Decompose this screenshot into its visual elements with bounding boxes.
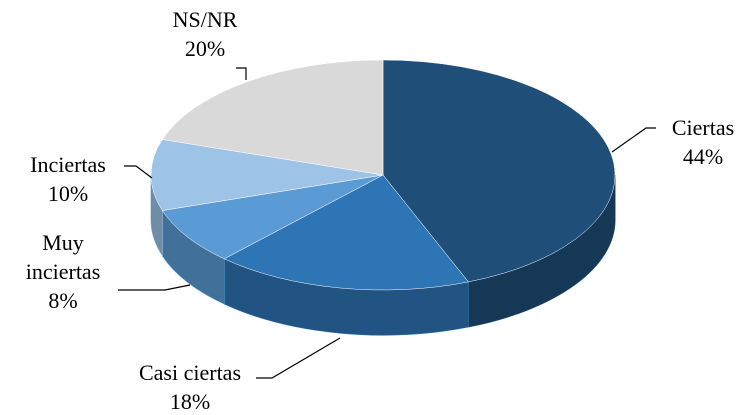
slice [150,139,384,211]
value-label: 20% [184,36,226,61]
leader-line [611,127,656,153]
value-label: 44% [682,144,724,169]
slice [161,59,384,176]
pie-sides [150,174,616,336]
value-label: 10% [47,181,89,206]
side-shade [162,210,225,304]
slice-label: Ciertas 44% [648,113,746,171]
side-shade [151,175,163,256]
slice-label: NS/NR 20% [150,5,260,63]
side-shade [224,258,469,335]
slice-label: Casi ciertas 18% [105,358,275,415]
leader-line [236,67,247,80]
slice [223,174,469,291]
pie-tops [150,59,616,291]
category-label: Casi ciertas [138,360,242,385]
slice-label: Inciertas 10% [13,150,123,208]
value-label: 18% [169,389,211,414]
side-shade [468,175,615,327]
category-label: NS/NR [172,7,238,32]
category-label: Inciertas [30,152,106,177]
category-label: Muy inciertas [25,230,101,284]
slice [161,174,384,260]
leader-line [124,165,153,179]
slice-label: Muy inciertas 8% [15,228,111,315]
value-label: 8% [48,288,78,313]
category-label: Ciertas [671,115,735,140]
leader-line [118,284,191,291]
leader-line [256,337,341,379]
slice [382,59,616,283]
